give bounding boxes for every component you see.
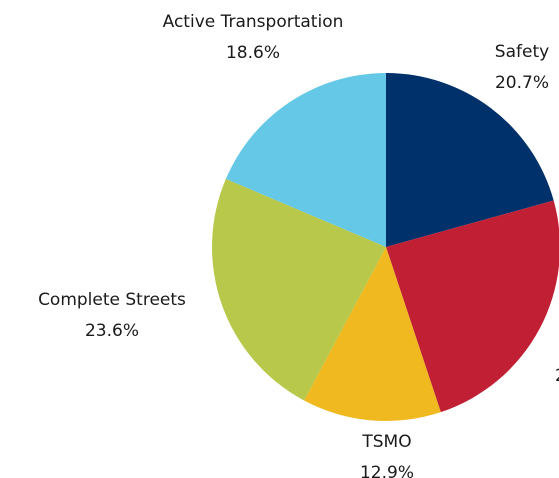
slice-value: 24.2% xyxy=(555,366,559,386)
slice-value: 23.6% xyxy=(85,321,139,341)
pie-slice xyxy=(304,247,441,422)
pie-slice xyxy=(386,73,554,247)
pie-slice xyxy=(225,72,386,247)
slice-label: Complete Streets xyxy=(38,290,186,310)
slice-label: TSMO xyxy=(361,432,411,452)
slice-value: 12.9% xyxy=(360,463,414,478)
slice-value: 20.7% xyxy=(495,73,549,93)
slice-label: Safety xyxy=(495,42,549,62)
pie-slice xyxy=(386,200,559,413)
pie-slice xyxy=(212,178,386,401)
slice-value: 18.6% xyxy=(226,43,280,63)
slice-label: Active Transportation xyxy=(163,12,344,32)
